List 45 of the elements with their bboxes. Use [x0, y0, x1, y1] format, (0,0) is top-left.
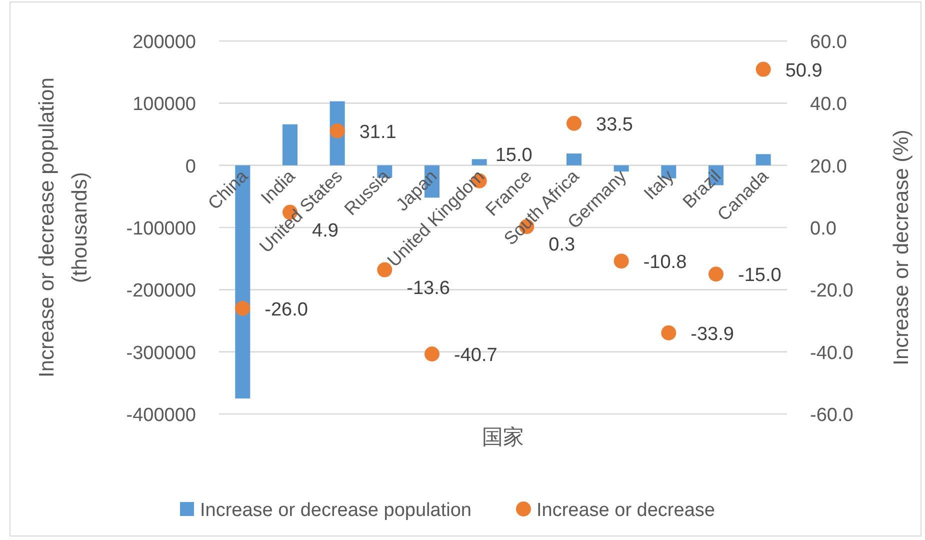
- y2-tick-label: -40.0: [810, 342, 854, 364]
- data-label: 0.3: [548, 234, 576, 256]
- y-tick-label: 100000: [132, 94, 196, 116]
- y2-tick-label: -20.0: [810, 280, 854, 302]
- y-axis-title: Increase or decrease population (thousands): [36, 77, 92, 378]
- data-label: -40.7: [454, 345, 498, 366]
- point: [566, 116, 582, 131]
- point: [708, 266, 724, 282]
- y2-tick-label: -60.0: [810, 405, 854, 426]
- bar: [614, 165, 629, 172]
- y2-tick-label: 20.0: [810, 156, 847, 178]
- bar: [566, 154, 582, 166]
- y-tick-label: -200000: [126, 280, 196, 302]
- x-axis-title: 国家: [482, 426, 524, 449]
- data-label: 31.1: [359, 122, 396, 143]
- data-label: 50.9: [785, 60, 822, 82]
- y-tick-label: 0: [185, 156, 196, 178]
- data-label: -15.0: [738, 265, 782, 286]
- bar: [472, 159, 487, 166]
- legend-label: Increase or decrease: [536, 500, 715, 521]
- bar: [756, 154, 771, 166]
- y-tick-label: -400000: [126, 405, 196, 426]
- point: [661, 325, 676, 340]
- data-label: 4.9: [312, 220, 338, 242]
- data-label: -26.0: [264, 299, 308, 320]
- point: [756, 62, 771, 77]
- data-label: 15.0: [495, 144, 532, 166]
- point: [330, 123, 345, 138]
- y-tick-label: 200000: [132, 32, 196, 53]
- legend-label: Increase or decrease population: [200, 500, 472, 521]
- x-tick-label: Italy: [640, 166, 678, 204]
- point: [424, 346, 440, 362]
- data-label: -33.9: [690, 324, 734, 345]
- y-tick-label: -300000: [126, 342, 196, 364]
- data-label: -10.8: [643, 252, 687, 274]
- y2-axis-title: Increase or decrease (%): [890, 130, 913, 366]
- y-tick-label: -100000: [126, 218, 196, 240]
- bar: [282, 124, 298, 166]
- y2-tick-label: 60.0: [810, 32, 847, 53]
- data-label: 33.5: [596, 114, 633, 136]
- y2-tick-label: 0.0: [810, 218, 836, 240]
- point: [235, 300, 250, 316]
- point: [614, 254, 629, 269]
- y2-tick-label: 40.0: [810, 94, 847, 116]
- data-label: -13.6: [406, 278, 450, 299]
